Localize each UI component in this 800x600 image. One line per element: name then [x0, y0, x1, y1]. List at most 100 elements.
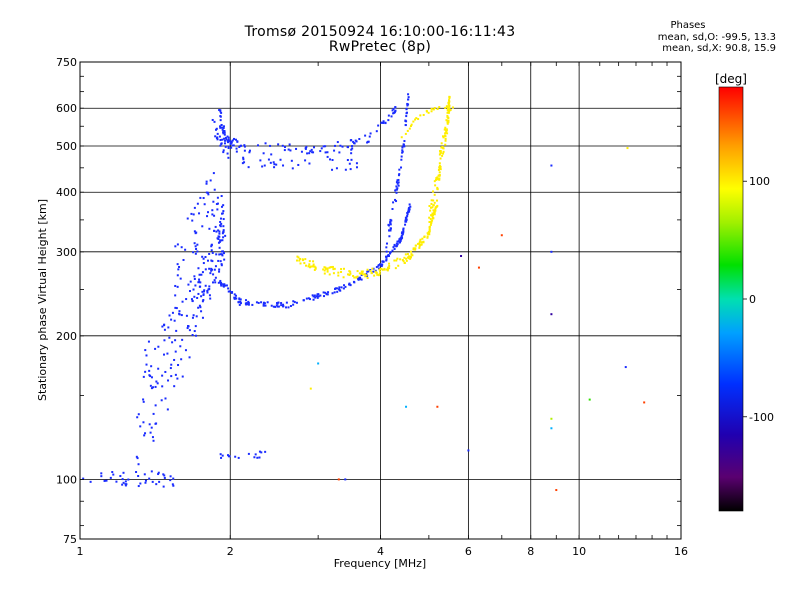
data-point: [298, 257, 301, 260]
data-point: [438, 166, 441, 169]
colorbar-ticks: 100 0 -100: [743, 175, 774, 424]
data-point: [143, 473, 146, 476]
data-point: [398, 238, 401, 241]
data-point: [406, 129, 409, 132]
data-point: [387, 224, 390, 227]
data-point: [227, 156, 230, 159]
data-point: [188, 290, 191, 293]
data-point: [326, 270, 329, 273]
data-point: [366, 268, 369, 271]
data-point: [392, 201, 395, 204]
data-point: [338, 288, 341, 291]
data-point: [287, 148, 290, 151]
data-point: [404, 216, 407, 219]
data-point: [333, 144, 336, 147]
data-point: [445, 131, 448, 134]
data-point: [174, 284, 177, 287]
data-point: [428, 216, 431, 219]
data-point: [389, 229, 392, 232]
data-point: [296, 255, 299, 258]
data-point: [259, 159, 262, 162]
data-point: [431, 206, 434, 209]
data-point: [228, 455, 231, 458]
data-point: [127, 478, 130, 481]
data-point: [166, 352, 169, 355]
data-point: [348, 282, 351, 285]
data-point: [404, 119, 407, 122]
x-tick-label: 4: [377, 545, 384, 558]
data-point: [358, 272, 361, 275]
data-point: [216, 132, 219, 135]
data-point: [360, 272, 363, 275]
data-point: [175, 329, 178, 332]
data-point: [180, 246, 183, 249]
data-point: [389, 218, 392, 221]
data-point: [145, 363, 148, 366]
data-point: [285, 301, 288, 304]
data-point: [444, 143, 447, 146]
data-point: [202, 197, 205, 200]
data-point: [418, 246, 421, 249]
data-point: [210, 249, 213, 252]
data-point: [311, 294, 314, 297]
data-point: [172, 484, 175, 487]
y-tick-label: 400: [56, 186, 77, 199]
data-point: [356, 270, 359, 273]
data-point: [202, 257, 205, 260]
data-point: [201, 271, 204, 274]
data-point: [274, 305, 277, 308]
data-point: [100, 472, 103, 475]
data-point: [216, 196, 219, 199]
data-point: [219, 119, 222, 122]
data-point: [214, 281, 217, 284]
data-point: [303, 262, 306, 265]
data-point: [210, 267, 213, 270]
data-point: [237, 456, 240, 459]
data-point: [215, 203, 218, 206]
data-point: [337, 271, 340, 274]
data-point: [304, 159, 307, 162]
data-point: [234, 455, 237, 458]
data-point: [440, 142, 443, 145]
data-point: [409, 125, 412, 128]
data-point: [409, 250, 412, 253]
data-point: [239, 302, 242, 305]
data-point: [385, 258, 388, 261]
data-point: [447, 103, 450, 106]
data-point: [402, 228, 405, 231]
data-point: [195, 247, 198, 250]
data-point: [292, 303, 295, 306]
data-point: [151, 480, 154, 483]
data-point: [447, 111, 450, 114]
data-point: [212, 172, 215, 175]
data-point: [331, 292, 334, 295]
data-point: [451, 106, 454, 109]
outlier-point: [550, 164, 553, 167]
data-point: [312, 260, 315, 263]
data-point: [346, 159, 349, 162]
data-point: [299, 262, 302, 265]
data-point: [217, 259, 220, 262]
stats-o-mode: mean, sd,O: -99.5, 13.3: [657, 32, 776, 43]
data-point: [388, 262, 391, 265]
data-point: [376, 273, 379, 276]
data-point: [377, 274, 380, 277]
data-point: [446, 111, 449, 114]
data-point: [290, 159, 293, 162]
data-point: [173, 358, 176, 361]
data-point: [198, 304, 201, 307]
data-point: [218, 246, 221, 249]
data-point: [435, 199, 438, 202]
data-point: [231, 144, 234, 147]
data-point: [434, 208, 437, 211]
data-point: [119, 475, 122, 478]
data-point: [264, 304, 267, 307]
data-point: [195, 231, 198, 234]
data-point: [349, 272, 352, 275]
data-point: [447, 116, 450, 119]
data-point: [448, 100, 451, 103]
data-point: [178, 310, 181, 313]
data-point: [367, 270, 370, 273]
data-point: [122, 481, 125, 484]
data-point: [243, 149, 246, 152]
